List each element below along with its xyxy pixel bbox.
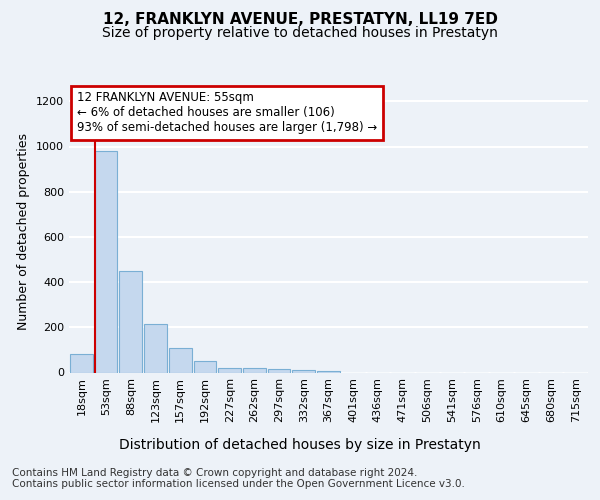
Bar: [243, 368, 266, 372]
Text: 12 FRANKLYN AVENUE: 55sqm
← 6% of detached houses are smaller (106)
93% of semi-: 12 FRANKLYN AVENUE: 55sqm ← 6% of detach…: [77, 92, 377, 134]
Bar: [268, 369, 290, 372]
Bar: [95, 151, 118, 372]
Text: Contains HM Land Registry data © Crown copyright and database right 2024.: Contains HM Land Registry data © Crown c…: [12, 468, 418, 477]
Text: 12, FRANKLYN AVENUE, PRESTATYN, LL19 7ED: 12, FRANKLYN AVENUE, PRESTATYN, LL19 7ED: [103, 12, 497, 28]
Bar: [144, 324, 167, 372]
Bar: [292, 370, 315, 372]
Bar: [119, 271, 142, 372]
Y-axis label: Number of detached properties: Number of detached properties: [17, 132, 31, 330]
Bar: [70, 354, 93, 372]
Bar: [218, 368, 241, 372]
Text: Distribution of detached houses by size in Prestatyn: Distribution of detached houses by size …: [119, 438, 481, 452]
Text: Size of property relative to detached houses in Prestatyn: Size of property relative to detached ho…: [102, 26, 498, 40]
Bar: [317, 371, 340, 372]
Bar: [194, 361, 216, 372]
Text: Contains public sector information licensed under the Open Government Licence v3: Contains public sector information licen…: [12, 479, 465, 489]
Bar: [169, 348, 191, 372]
